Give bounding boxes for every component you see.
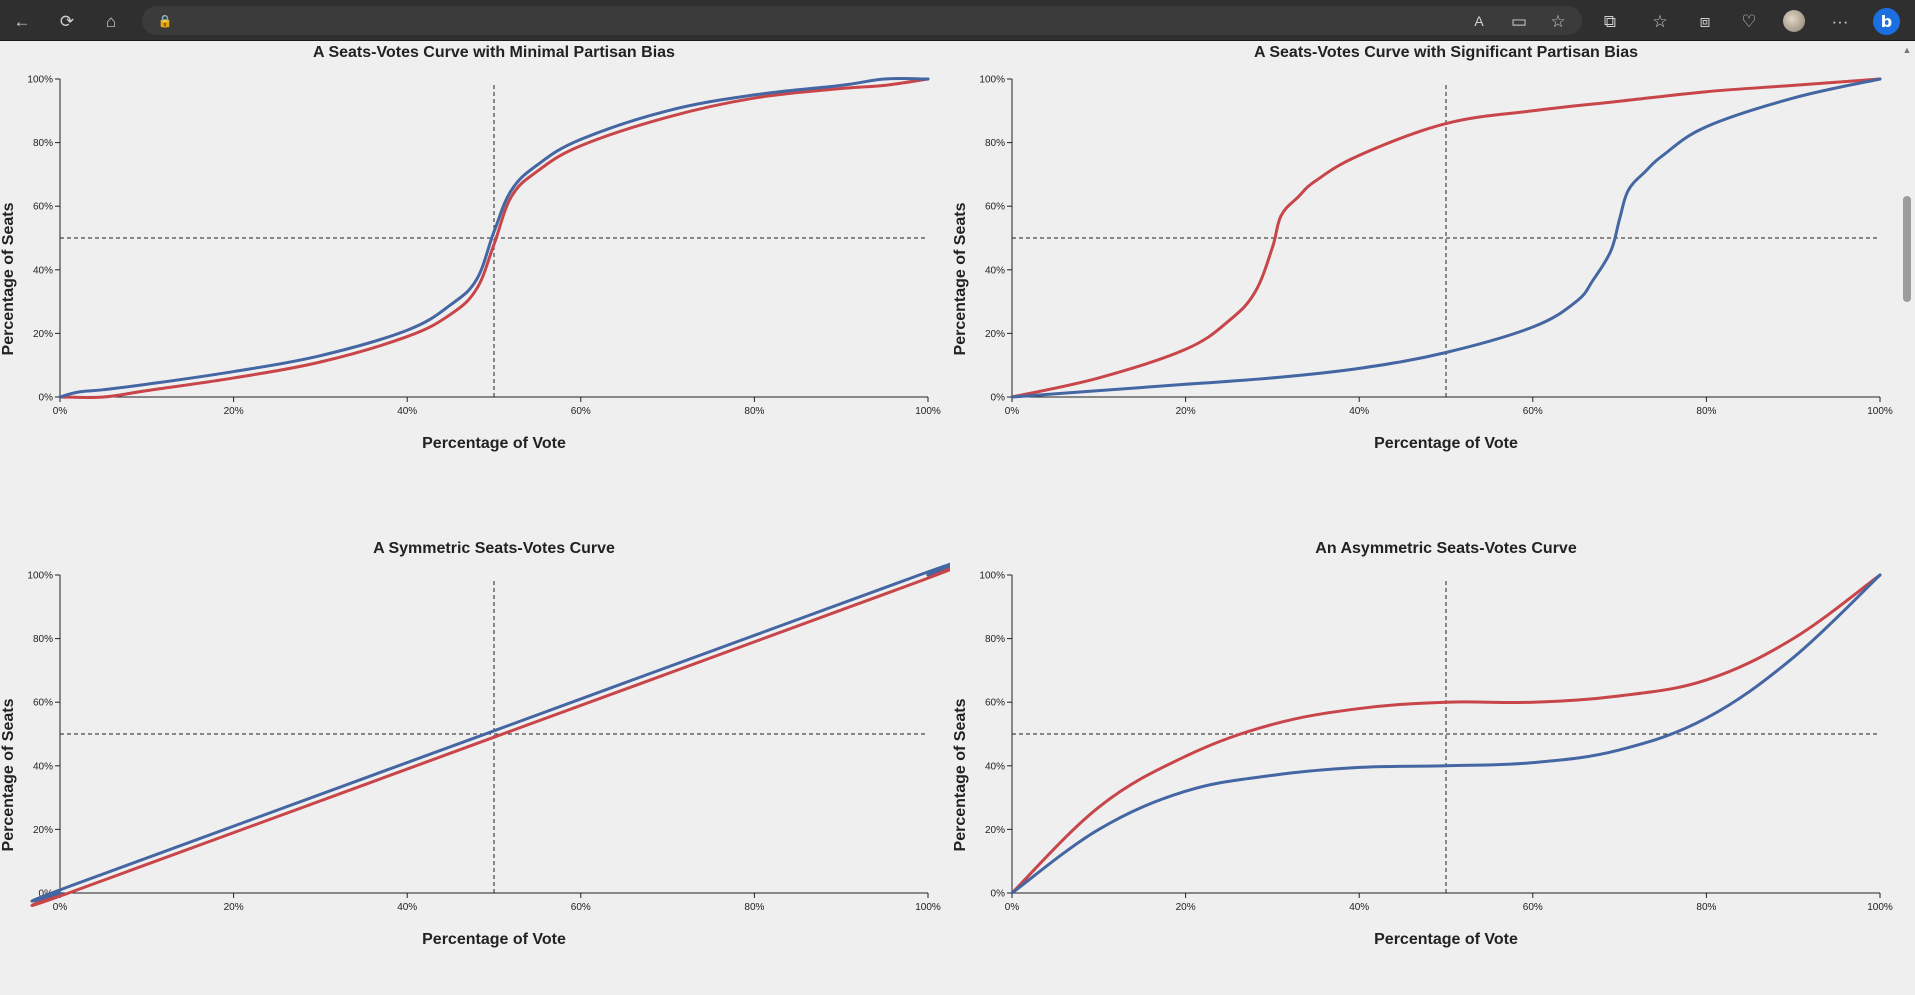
more-icon[interactable]: ··· — [1831, 11, 1849, 31]
y-tick-label: 0% — [991, 393, 1006, 404]
y-tick-label: 20% — [985, 329, 1005, 340]
reader-view-icon[interactable]: ▭ — [1510, 11, 1528, 31]
x-tick-label: 80% — [744, 902, 764, 913]
x-tick-label: 100% — [1867, 406, 1893, 417]
x-tick-label: 80% — [1696, 406, 1716, 417]
x-tick-label: 80% — [744, 406, 764, 417]
chart-minimal-bias: A Seats-Votes Curve with Minimal Partisa… — [0, 41, 950, 481]
blue-series-line — [58, 76, 930, 399]
x-axis-label: Percentage of Vote — [422, 435, 566, 452]
chart-minimal-bias-svg: A Seats-Votes Curve with Minimal Partisa… — [0, 44, 941, 452]
y-tick-label: 20% — [985, 825, 1005, 836]
x-tick-label: 100% — [1867, 902, 1893, 913]
x-tick-label: 20% — [1176, 902, 1196, 913]
y-tick-label: 80% — [985, 634, 1005, 645]
y-tick-label: 0% — [39, 393, 54, 404]
blue-series-line — [1010, 77, 1882, 399]
y-tick-label: 100% — [979, 571, 1005, 582]
chart-symmetric-svg: A Symmetric Seats-Votes Curve Percentage… — [0, 540, 950, 948]
y-tick-label: 20% — [33, 825, 53, 836]
y-tick-label: 40% — [33, 265, 53, 276]
y-tick-label: 60% — [33, 698, 53, 709]
browser-toolbar: ← ⟳ ⌂ 🔒 A ▭ ☆ ⧉ ☆ ⧈ ♡ ··· b — [0, 0, 1915, 41]
y-tick-label: 40% — [33, 761, 53, 772]
y-tick-label: 40% — [985, 761, 1005, 772]
x-tick-label: 60% — [571, 902, 591, 913]
scrollbar-thumb[interactable] — [1903, 196, 1911, 302]
home-icon[interactable]: ⌂ — [105, 11, 117, 31]
y-tick-label: 60% — [985, 202, 1005, 213]
favorites-icon[interactable]: ☆ — [1652, 11, 1668, 31]
page-content: A Seats-Votes Curve with Minimal Partisa… — [0, 41, 1915, 995]
x-axis-label: Percentage of Vote — [1374, 435, 1518, 452]
back-arrow-icon[interactable]: ← — [13, 11, 31, 31]
chart-significant-bias: A Seats-Votes Curve with Significant Par… — [952, 41, 1902, 481]
x-tick-label: 20% — [224, 406, 244, 417]
blue-series-line — [30, 562, 950, 903]
red-series-line — [1010, 77, 1882, 399]
lock-icon[interactable]: 🔒 — [157, 14, 173, 28]
collections-icon[interactable]: ⧈ — [1699, 11, 1711, 31]
x-tick-label: 40% — [397, 406, 417, 417]
x-tick-label: 60% — [571, 406, 591, 417]
favorite-star-icon[interactable]: ☆ — [1550, 11, 1566, 31]
x-axis-label: Percentage of Vote — [422, 931, 566, 948]
red-series-line — [58, 77, 930, 400]
y-tick-label: 60% — [33, 202, 53, 213]
profile-avatar[interactable] — [1783, 10, 1805, 32]
red-series-line — [1010, 573, 1882, 895]
y-tick-label: 0% — [991, 889, 1006, 900]
y-tick-label: 100% — [979, 75, 1005, 86]
y-tick-label: 80% — [33, 634, 53, 645]
y-tick-label: 80% — [33, 138, 53, 149]
x-tick-label: 60% — [1523, 406, 1543, 417]
bing-copilot-icon[interactable]: b — [1873, 8, 1900, 35]
x-tick-label: 0% — [1005, 406, 1020, 417]
x-tick-label: 60% — [1523, 902, 1543, 913]
chart-symmetric: A Symmetric Seats-Votes Curve Percentage… — [0, 537, 950, 977]
extensions-icon[interactable]: ⧉ — [1603, 11, 1617, 31]
refresh-icon[interactable]: ⟳ — [59, 11, 75, 31]
address-bar[interactable]: 🔒 — [142, 6, 1582, 35]
chart-significant-bias-svg: A Seats-Votes Curve with Significant Par… — [952, 44, 1893, 452]
x-tick-label: 40% — [1349, 406, 1369, 417]
x-tick-label: 80% — [1696, 902, 1716, 913]
x-tick-label: 20% — [1176, 406, 1196, 417]
y-axis-label: Percentage of Seats — [0, 202, 17, 355]
chart-title: A Seats-Votes Curve with Minimal Partisa… — [313, 44, 675, 61]
blue-series-line — [1010, 573, 1882, 895]
x-tick-label: 0% — [1005, 902, 1020, 913]
red-series-line — [30, 566, 950, 907]
scroll-up-arrow-icon[interactable]: ▲ — [1902, 45, 1912, 55]
x-tick-label: 100% — [915, 902, 941, 913]
y-axis-label: Percentage of Seats — [0, 698, 17, 851]
read-aloud-icon[interactable]: A — [1474, 13, 1484, 29]
chart-title: An Asymmetric Seats-Votes Curve — [1315, 540, 1577, 557]
chart-asymmetric-svg: An Asymmetric Seats-Votes Curve Percenta… — [952, 540, 1893, 948]
chart-asymmetric: An Asymmetric Seats-Votes Curve Percenta… — [952, 537, 1902, 977]
y-tick-label: 60% — [985, 698, 1005, 709]
y-tick-label: 100% — [27, 571, 53, 582]
x-tick-label: 20% — [224, 902, 244, 913]
chart-title: A Symmetric Seats-Votes Curve — [373, 540, 615, 557]
y-tick-label: 100% — [27, 75, 53, 86]
x-tick-label: 40% — [397, 902, 417, 913]
x-axis-label: Percentage of Vote — [1374, 931, 1518, 948]
performance-heart-icon[interactable]: ♡ — [1741, 11, 1757, 31]
x-tick-label: 0% — [53, 902, 68, 913]
x-tick-label: 100% — [915, 406, 941, 417]
x-tick-label: 40% — [1349, 902, 1369, 913]
y-axis-label: Percentage of Seats — [952, 698, 969, 851]
y-tick-label: 80% — [985, 138, 1005, 149]
vertical-scrollbar[interactable] — [1899, 41, 1915, 995]
x-tick-label: 0% — [53, 406, 68, 417]
y-tick-label: 40% — [985, 265, 1005, 276]
y-axis-label: Percentage of Seats — [952, 202, 969, 355]
chart-title: A Seats-Votes Curve with Significant Par… — [1254, 44, 1638, 61]
y-tick-label: 20% — [33, 329, 53, 340]
